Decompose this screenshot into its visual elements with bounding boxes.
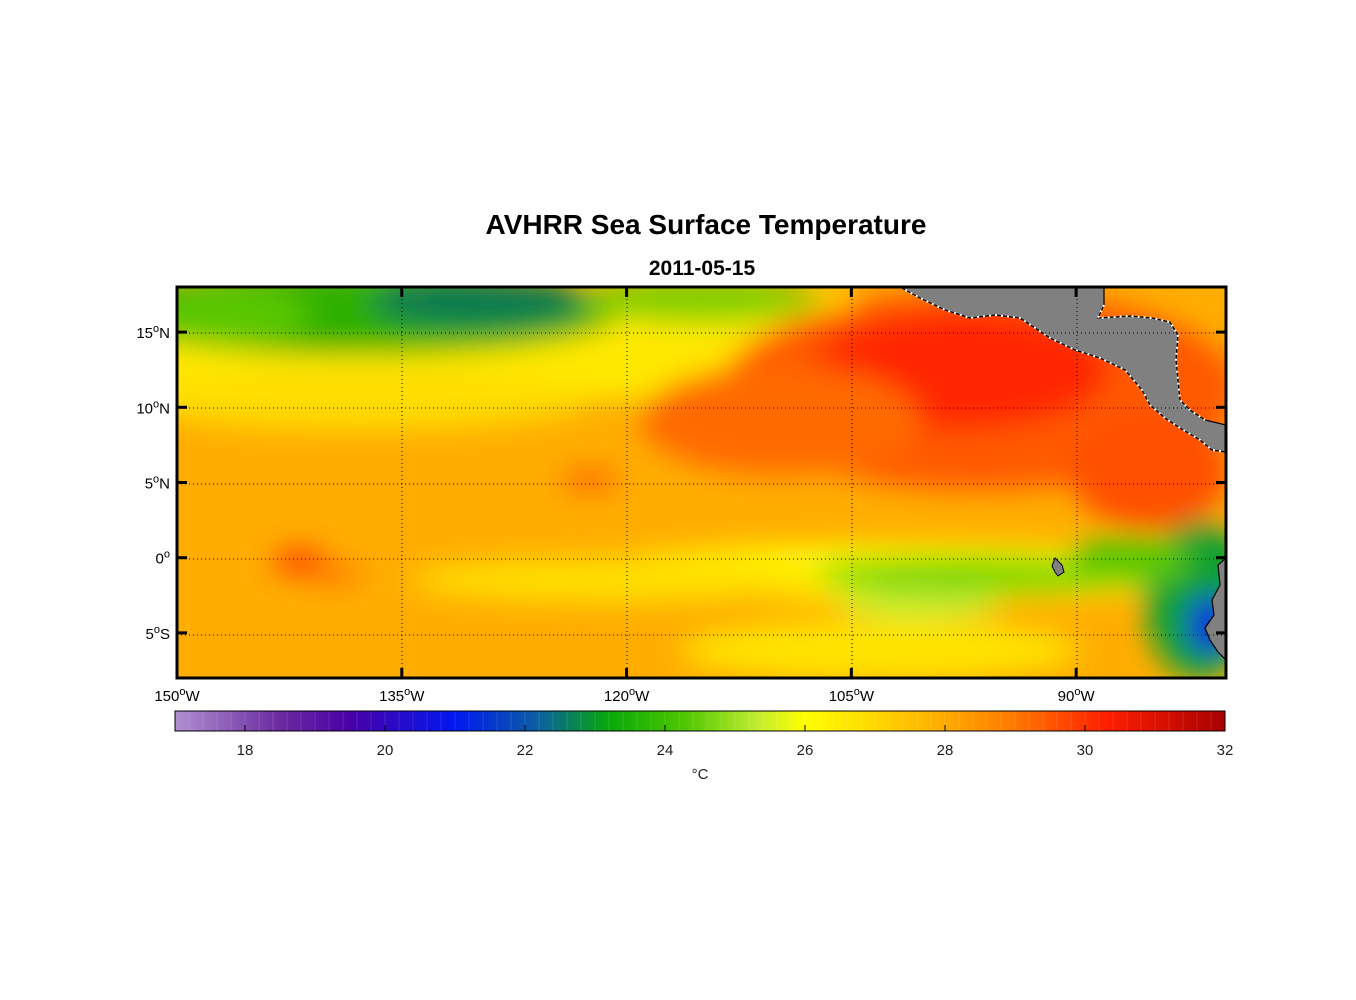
x-tick-label: 105oW	[829, 686, 875, 705]
colorbar-tick-label: 24	[657, 742, 674, 759]
colorbar-tick-label: 32	[1217, 742, 1234, 759]
colorbar-steps	[174, 711, 1226, 731]
y-tick-label: 15oN	[136, 323, 170, 342]
y-tick-label: 5oN	[145, 474, 170, 493]
y-axis-labels: 15oN 10oN 5oN 0o 5oS	[136, 323, 170, 643]
x-tick-label: 120oW	[604, 686, 650, 705]
colorbar-tick-label: 30	[1077, 742, 1094, 759]
land	[899, 287, 1226, 661]
colorbar-tick-label: 26	[797, 742, 814, 759]
central-america-coast-dots	[899, 287, 1226, 453]
sst-map	[177, 287, 1226, 678]
colorbar-unit-label: °C	[692, 766, 709, 783]
chart-title: AVHRR Sea Surface Temperature	[486, 209, 927, 240]
map-grid	[177, 287, 1226, 678]
x-tick-label: 150oW	[154, 686, 200, 705]
south-america-land	[1204, 557, 1226, 661]
colorbar-tick-label: 28	[937, 742, 954, 759]
colorbar	[174, 710, 1226, 732]
colorbar-tick-label: 20	[377, 742, 394, 759]
gulf-coast-dots	[1096, 304, 1206, 421]
colorbar-tick-label: 22	[517, 742, 534, 759]
axis-ticks	[175, 287, 1226, 678]
chart-subtitle: 2011-05-15	[649, 257, 756, 280]
galapagos-land	[1051, 557, 1065, 577]
x-axis-labels: 150oW 135oW 120oW 105oW 90oW	[154, 686, 1095, 705]
colorbar-border	[174, 710, 1226, 732]
colorbar-ticks: 18 20 22 24 26 28 30 32	[174, 710, 1234, 759]
y-tick-label: 5oS	[146, 624, 170, 643]
sst-field	[177, 287, 1226, 678]
x-tick-label: 135oW	[379, 686, 425, 705]
y-tick-label: 10oN	[136, 398, 170, 417]
y-tick-label: 0o	[156, 549, 170, 568]
colorbar-tick-label: 18	[237, 742, 254, 759]
x-tick-label: 90oW	[1058, 686, 1096, 705]
